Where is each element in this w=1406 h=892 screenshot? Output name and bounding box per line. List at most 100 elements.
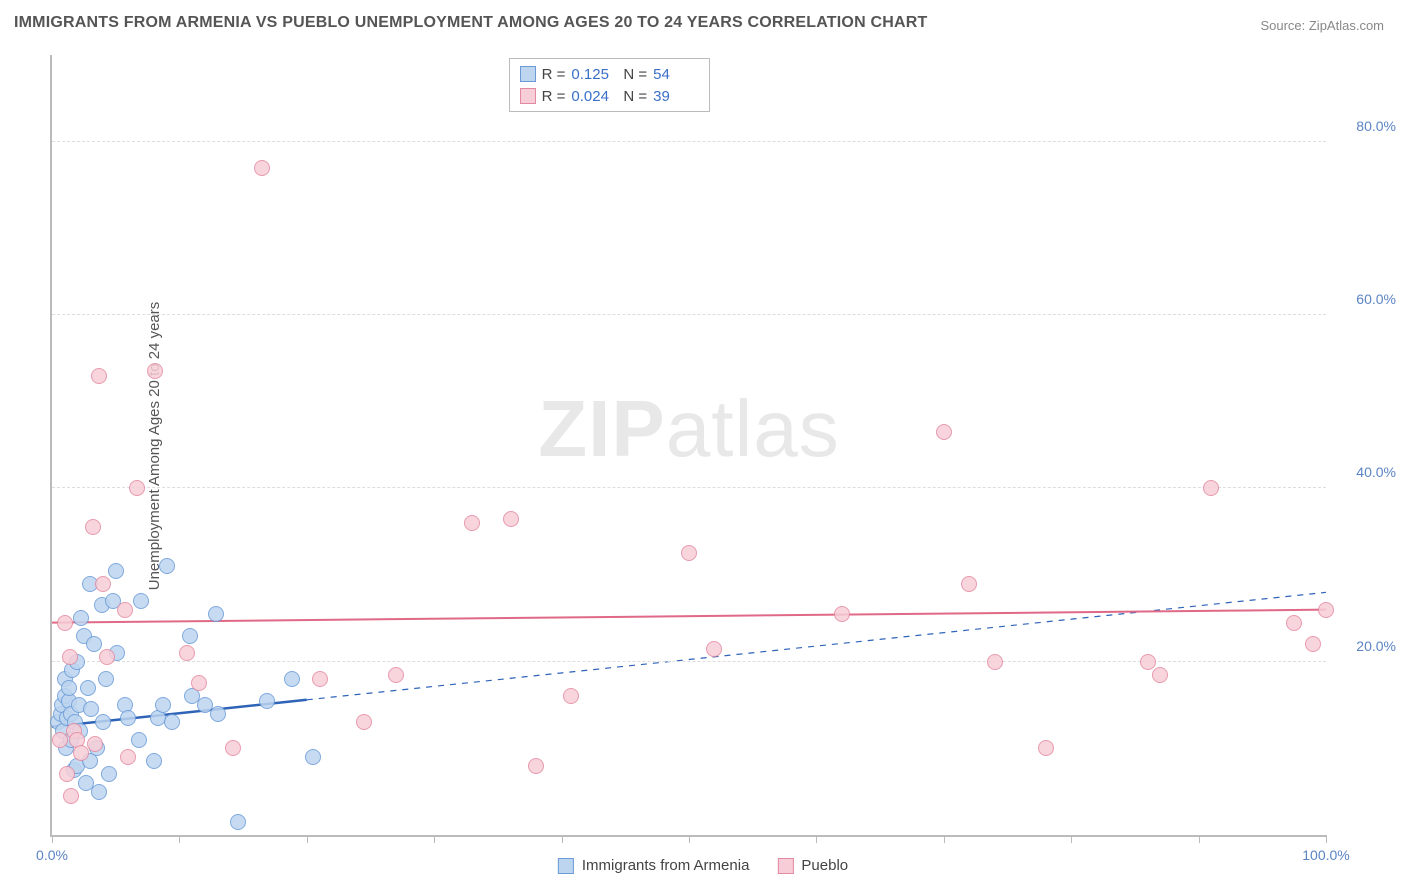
scatter-point [73, 610, 89, 626]
scatter-point [1286, 615, 1302, 631]
scatter-point [254, 160, 270, 176]
scatter-point [356, 714, 372, 730]
scatter-point [179, 645, 195, 661]
scatter-point [284, 671, 300, 687]
x-tick [307, 835, 308, 843]
trend-lines-layer [52, 55, 1326, 835]
x-tick [816, 835, 817, 843]
stat-R-value: 0.125 [571, 66, 617, 83]
stat-R-value: 0.024 [571, 88, 617, 105]
scatter-point [117, 602, 133, 618]
scatter-point [388, 667, 404, 683]
scatter-point [208, 606, 224, 622]
scatter-point [230, 814, 246, 830]
scatter-point [120, 710, 136, 726]
watermark: ZIPatlas [538, 383, 839, 475]
scatter-point [131, 732, 147, 748]
watermark-bold: ZIP [538, 384, 665, 473]
scatter-point [91, 784, 107, 800]
scatter-point [1038, 740, 1054, 756]
stat-N-label: N = [623, 66, 647, 83]
x-tick [434, 835, 435, 843]
scatter-point [987, 654, 1003, 670]
y-tick-label: 20.0% [1356, 638, 1396, 654]
scatter-point [59, 766, 75, 782]
scatter-point [52, 732, 68, 748]
scatter-point [95, 714, 111, 730]
legend-item-armenia: Immigrants from Armenia [558, 857, 750, 874]
scatter-point [961, 576, 977, 592]
scatter-point [101, 766, 117, 782]
stat-R-label: R = [542, 66, 566, 83]
scatter-point [259, 693, 275, 709]
scatter-point [63, 788, 79, 804]
source-label: Source: ZipAtlas.com [1260, 18, 1384, 33]
correlation-legend: R =0.125N =54R =0.024N =39 [509, 58, 711, 112]
x-tick-label: 0.0% [36, 847, 68, 863]
scatter-point [80, 680, 96, 696]
scatter-point [1203, 480, 1219, 496]
stat-legend-row: R =0.024N =39 [520, 85, 700, 107]
scatter-point [164, 714, 180, 730]
scatter-point [57, 615, 73, 631]
stat-N-label: N = [623, 88, 647, 105]
scatter-point [312, 671, 328, 687]
scatter-point [706, 641, 722, 657]
scatter-point [1305, 636, 1321, 652]
scatter-point [305, 749, 321, 765]
scatter-point [86, 636, 102, 652]
stat-swatch [520, 88, 536, 104]
scatter-point [133, 593, 149, 609]
gridline [52, 314, 1326, 315]
scatter-point [87, 736, 103, 752]
scatter-point [182, 628, 198, 644]
gridline [52, 661, 1326, 662]
scatter-point [1318, 602, 1334, 618]
y-tick-label: 80.0% [1356, 118, 1396, 134]
legend-label-pueblo: Pueblo [801, 857, 848, 874]
scatter-point [155, 697, 171, 713]
scatter-point [83, 701, 99, 717]
scatter-point [73, 745, 89, 761]
scatter-point [936, 424, 952, 440]
chart-title: IMMIGRANTS FROM ARMENIA VS PUEBLO UNEMPL… [14, 14, 927, 32]
trend-line-dashed [307, 592, 1326, 699]
x-tick [1071, 835, 1072, 843]
scatter-point [834, 606, 850, 622]
scatter-point [503, 511, 519, 527]
y-tick-label: 40.0% [1356, 464, 1396, 480]
legend-swatch-pueblo [777, 858, 793, 874]
stat-N-value: 54 [653, 66, 699, 83]
x-tick [52, 835, 53, 843]
gridline [52, 487, 1326, 488]
legend-item-pueblo: Pueblo [777, 857, 848, 874]
x-tick [562, 835, 563, 843]
x-tick [1199, 835, 1200, 843]
x-tick [1326, 835, 1327, 843]
scatter-point [210, 706, 226, 722]
scatter-point [85, 519, 101, 535]
scatter-point [95, 576, 111, 592]
legend-label-armenia: Immigrants from Armenia [582, 857, 750, 874]
scatter-point [464, 515, 480, 531]
gridline [52, 141, 1326, 142]
stat-legend-row: R = 0.125 N = 54 [520, 63, 700, 85]
scatter-point [563, 688, 579, 704]
watermark-thin: atlas [666, 384, 840, 473]
scatter-point [98, 671, 114, 687]
scatter-point [191, 675, 207, 691]
scatter-point [1140, 654, 1156, 670]
x-tick [179, 835, 180, 843]
stat-swatch [520, 66, 536, 82]
scatter-point [159, 558, 175, 574]
legend-swatch-armenia [558, 858, 574, 874]
scatter-point [120, 749, 136, 765]
scatter-point [99, 649, 115, 665]
x-tick [689, 835, 690, 843]
scatter-point [61, 680, 77, 696]
x-tick [944, 835, 945, 843]
trend-line-solid [52, 610, 1326, 623]
scatter-point [681, 545, 697, 561]
x-tick-label: 100.0% [1302, 847, 1349, 863]
scatter-point [91, 368, 107, 384]
